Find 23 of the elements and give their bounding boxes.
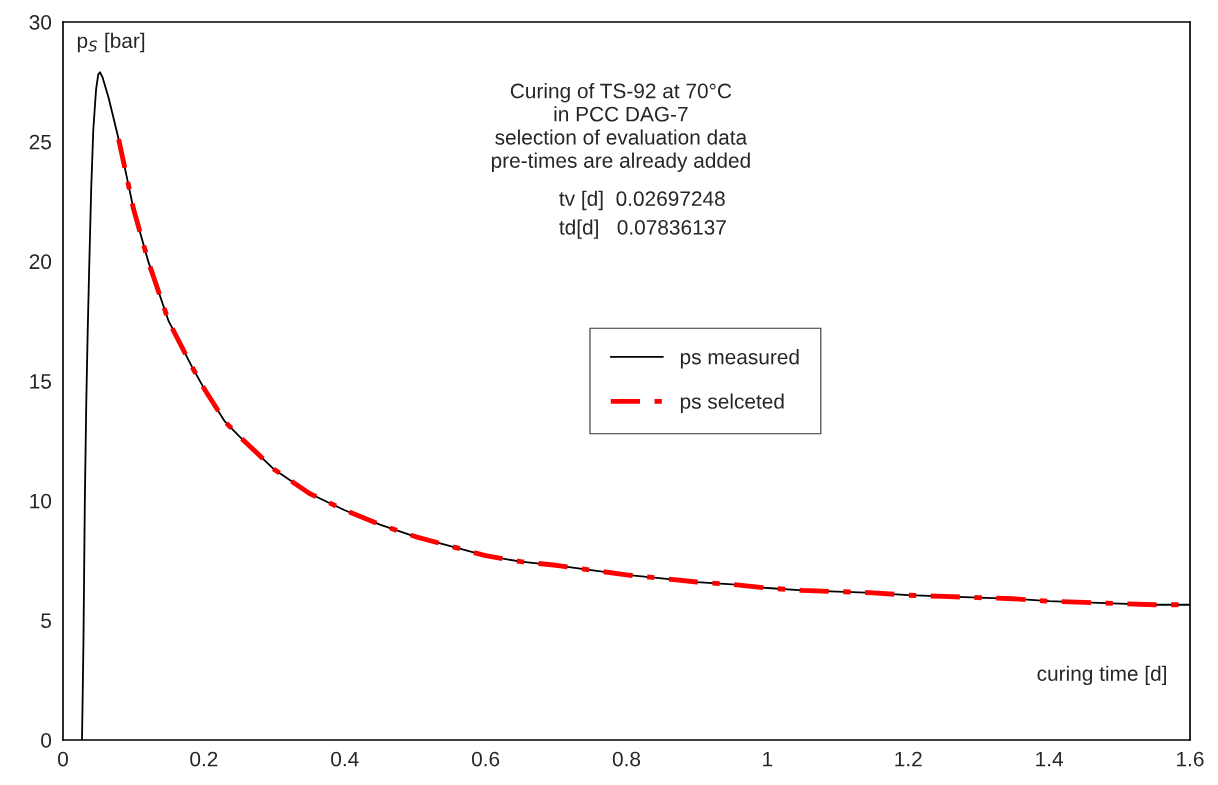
x-tick-label: 0.2 — [190, 751, 218, 767]
annotation: tv [d] 0.02697248 — [559, 190, 725, 211]
text: Curing of TS-92 at 70°C in PCC DAG-7 selection of evaluation data pre-times are already added — [491, 83, 750, 173]
y-tick-label: 15 — [30, 374, 52, 389]
x-tick-label: 1.4 — [1036, 751, 1063, 767]
x-tick-label: 0.6 — [471, 751, 500, 767]
x-tick-label: 1.6 — [1177, 751, 1204, 767]
x-tick-label: 0.8 — [612, 751, 641, 767]
x-axis-title: curing time [d] — [1037, 665, 1166, 686]
x-tick-label: 0.4 — [331, 751, 359, 767]
x-tick-label: 0 — [58, 751, 68, 767]
annotation: td[d] 0.07836137 — [559, 219, 726, 239]
x-tick-label: 1.2 — [895, 751, 922, 767]
y-tick-label: 20 — [29, 254, 52, 270]
x-tick-label: 1 — [763, 751, 773, 767]
legend-label: ps selceted — [680, 393, 784, 413]
y-tick-label: 10 — [30, 493, 52, 509]
y-tick-label: 30 — [29, 15, 52, 30]
y-tick-label: 0 — [41, 733, 52, 748]
y-axis-title: p$_{S}$ [bar] — [77, 32, 145, 53]
y-tick-label: 25 — [29, 134, 52, 150]
y-tick-label: 5 — [41, 613, 52, 629]
legend-label: ps measured — [680, 349, 799, 369]
